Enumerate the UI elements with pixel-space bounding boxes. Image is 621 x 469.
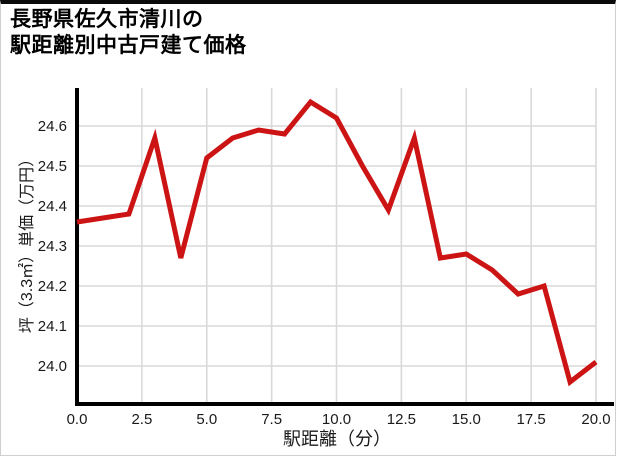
- x-tick-label: 7.5: [261, 411, 282, 428]
- x-tick-label: 15.0: [452, 411, 481, 428]
- y-tick-label: 24.5: [38, 158, 67, 175]
- y-tick-label: 24.1: [38, 318, 67, 335]
- y-tick-label: 24.6: [38, 118, 67, 135]
- chart-card: 長野県佐久市清川の 駅距離別中古戸建て価格 坪（3.3㎡）単価（万円） 24.0…: [0, 0, 616, 456]
- x-tick-label: 0.0: [67, 411, 88, 428]
- y-tick-label: 24.0: [38, 358, 67, 375]
- x-tick-label: 20.0: [581, 411, 610, 428]
- chart-title-line2: 駅距離別中古戸建て価格: [10, 34, 247, 57]
- y-tick-label: 24.4: [38, 198, 67, 215]
- x-tick-label: 12.5: [387, 411, 416, 428]
- x-tick-label: 2.5: [131, 411, 152, 428]
- chart-title-line1: 長野県佐久市清川の: [10, 8, 204, 31]
- x-axis-label: 駅距離（分）: [283, 429, 391, 449]
- x-tick-label: 10.0: [322, 411, 351, 428]
- y-tick-label: 24.3: [38, 238, 67, 255]
- y-tick-label: 24.2: [38, 278, 67, 295]
- line-chart-plot: 24.0 24.1 24.2 24.3 24.4 24.5 24.6 0.0 2.5 5.0 7.5…: [38, 88, 614, 428]
- price-line: [76, 98, 598, 387]
- x-tick-label: 17.5: [517, 411, 546, 428]
- chart-title: 長野県佐久市清川の 駅距離別中古戸建て価格: [10, 7, 247, 59]
- x-tick-label: 5.0: [196, 411, 217, 428]
